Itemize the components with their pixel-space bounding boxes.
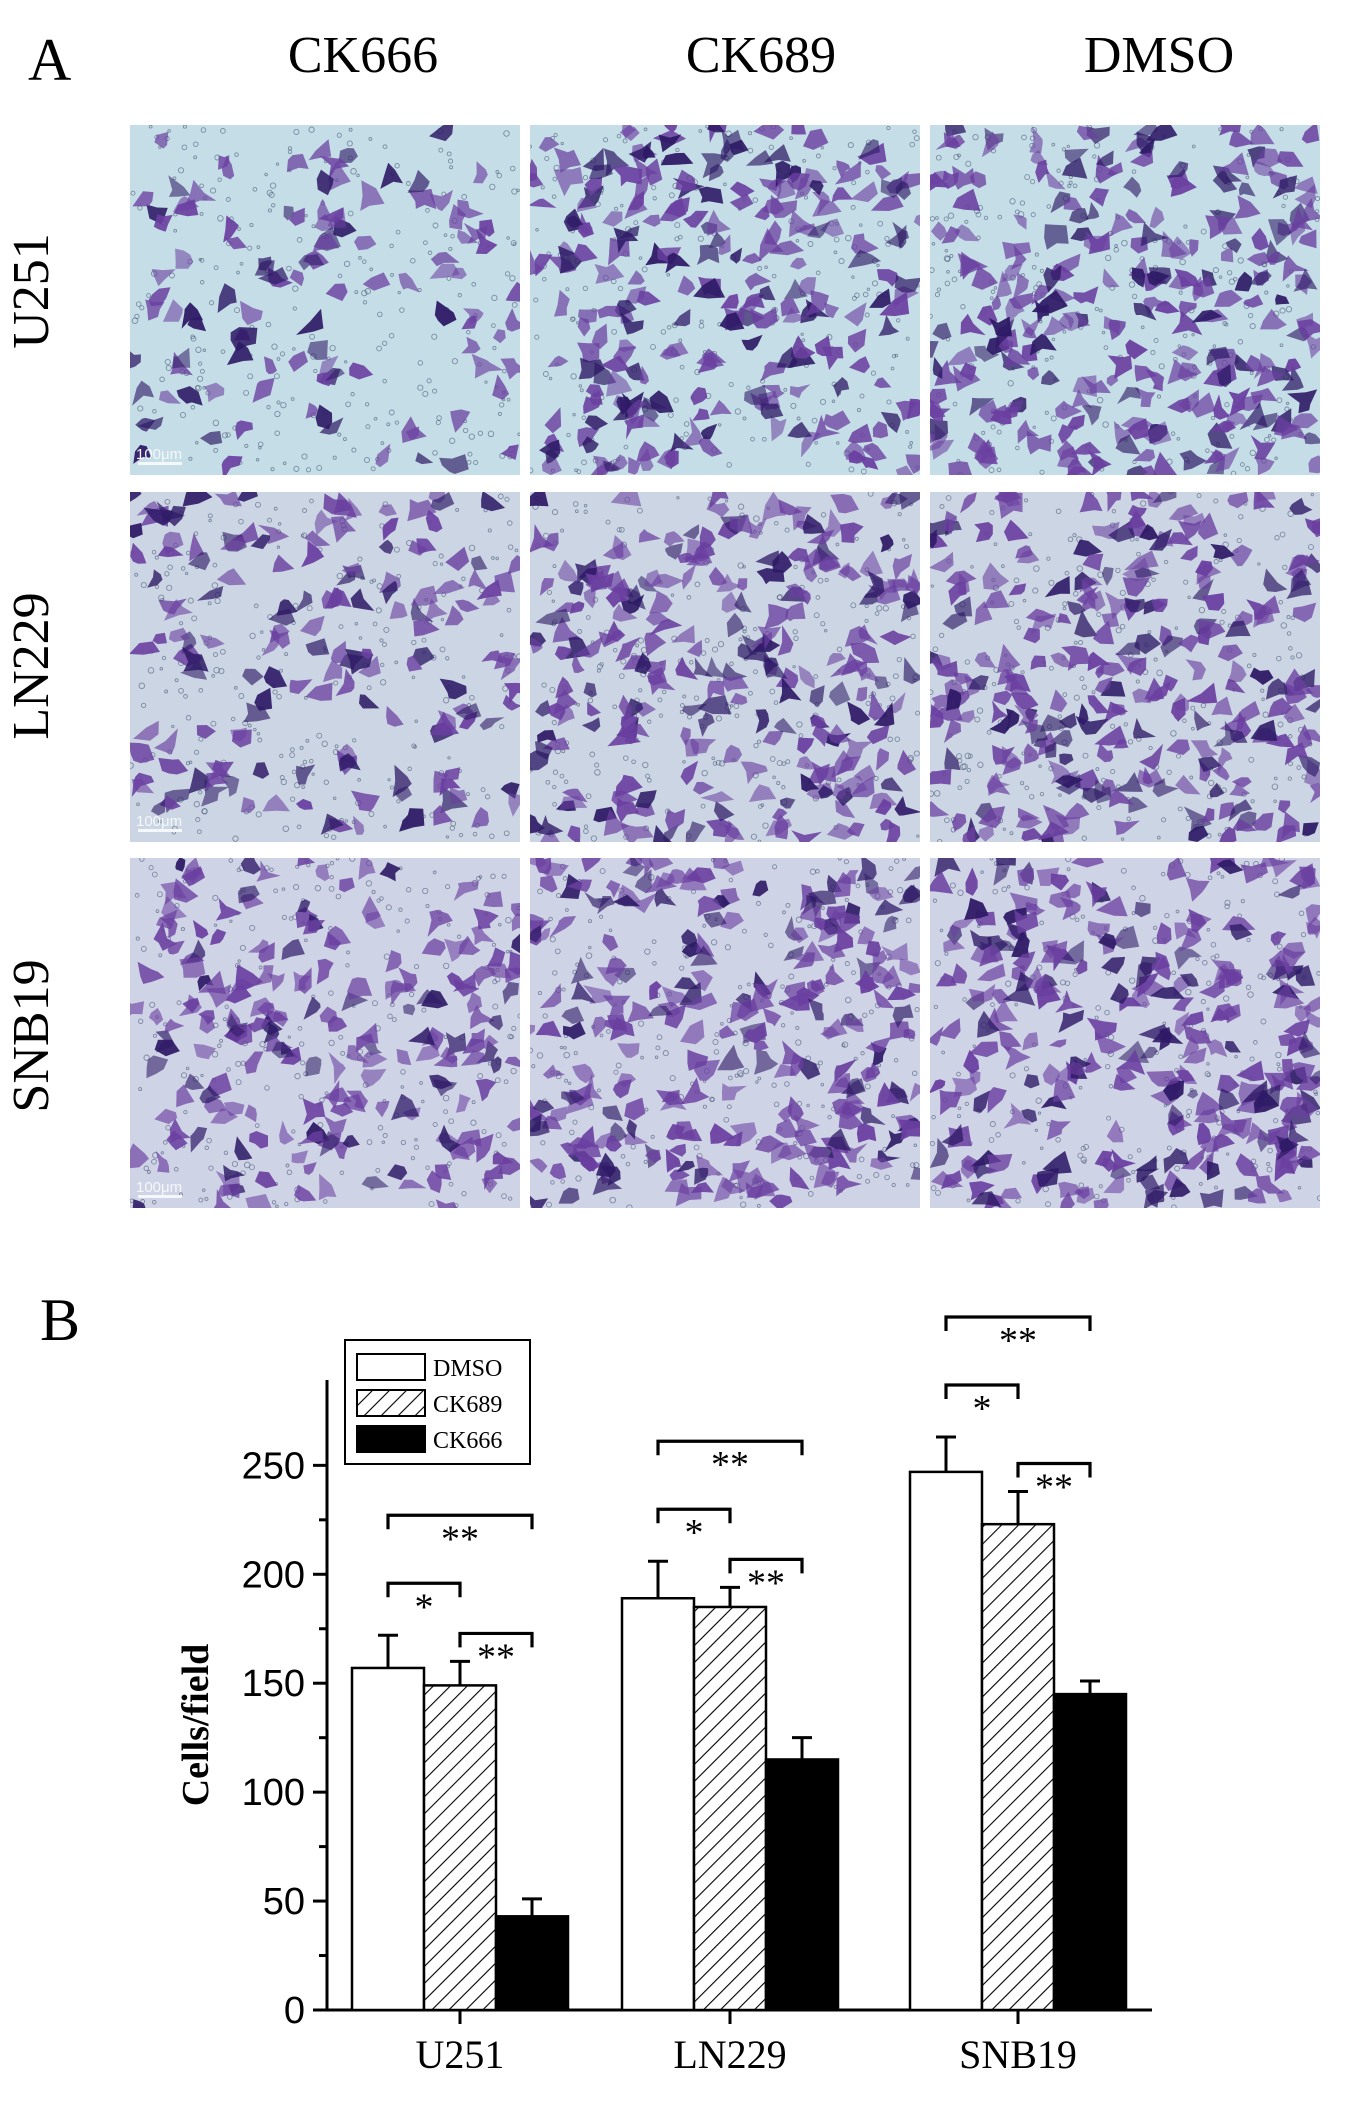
- bar: [350, 1666, 426, 2012]
- micrograph-image: [530, 125, 920, 475]
- significance-marker: **: [711, 1444, 749, 1486]
- micrograph-u251-dmso: [930, 125, 1320, 475]
- micrograph-snb19-dmso: [930, 858, 1320, 1208]
- bar: [620, 1597, 696, 2012]
- micrograph-image: [930, 492, 1320, 842]
- significance-marker: *: [685, 1512, 704, 1554]
- significance-marker: *: [415, 1586, 434, 1628]
- significance-marker: *: [973, 1388, 992, 1430]
- legend-label: DMSO: [433, 1356, 502, 1382]
- legend-label: CK666: [433, 1428, 502, 1454]
- significance-marker: **: [477, 1636, 515, 1678]
- bar: [1052, 1692, 1128, 2012]
- micrograph-snb19-ck689: [530, 858, 920, 1208]
- legend-swatch: [356, 1425, 426, 1453]
- y-tick-label: 250: [242, 1445, 305, 1487]
- significance-marker: **: [1035, 1467, 1073, 1509]
- micrograph-image: [130, 858, 520, 1208]
- row-header-ln229: LN229: [3, 592, 60, 740]
- y-axis-label: Cells/field: [175, 1644, 217, 1807]
- significance-marker: **: [999, 1320, 1037, 1362]
- bar: [764, 1758, 840, 2012]
- significance-bracket: [656, 1439, 804, 1456]
- micrograph-u251-ck689: [530, 125, 920, 475]
- bar: [494, 1915, 570, 2012]
- significance-marker: **: [441, 1518, 479, 1560]
- micrograph-image: [930, 858, 1320, 1208]
- micrograph-ln229-dmso: [930, 492, 1320, 842]
- micrograph-image: [930, 125, 1320, 475]
- legend-swatch: [356, 1389, 426, 1417]
- micrograph-ln229-ck666: 100μm: [130, 492, 520, 842]
- y-tick-label: 200: [242, 1554, 305, 1596]
- significance-bracket: [386, 1513, 534, 1530]
- x-tick-label: LN229: [673, 2032, 786, 2077]
- legend-swatch: [356, 1353, 426, 1381]
- significance-bracket: [944, 1383, 1020, 1400]
- micrograph-u251-ck666: 100μm: [130, 125, 520, 475]
- bar: [980, 1522, 1056, 2012]
- panel-a-letter: A: [28, 27, 72, 93]
- panel-b-letter: B: [40, 1287, 81, 1353]
- y-tick-label: 100: [242, 1772, 305, 1814]
- scale-bar: [138, 1195, 182, 1198]
- chart-legend: DMSO CK689 CK666: [344, 1339, 531, 1465]
- significance-bracket: [728, 1557, 804, 1574]
- micrograph-image: [530, 492, 920, 842]
- y-tick-label: 50: [263, 1881, 305, 1923]
- y-tick-label: 150: [242, 1663, 305, 1705]
- micrograph-image: [530, 858, 920, 1208]
- chart-bars: [350, 1435, 1128, 2012]
- scale-bar: [138, 829, 182, 832]
- significance-marker: **: [747, 1562, 785, 1604]
- micrograph-image: [130, 125, 520, 475]
- x-tick-label: SNB19: [959, 2032, 1077, 2077]
- bar: [908, 1470, 984, 2012]
- legend-label: CK689: [433, 1392, 502, 1418]
- significance-bracket: [1016, 1461, 1092, 1478]
- y-tick-label: 0: [284, 1990, 305, 2032]
- column-header-ck689: CK689: [685, 27, 837, 84]
- x-tick-label: U251: [416, 2032, 505, 2077]
- scale-bar-label: 100μm: [136, 813, 183, 830]
- scale-bar-label: 100μm: [136, 1179, 183, 1196]
- significance-bracket: [944, 1315, 1092, 1332]
- row-header-u251: U251: [3, 233, 60, 349]
- scale-bar-label: 100μm: [136, 446, 183, 463]
- micrograph-image: [130, 492, 520, 842]
- significance-brackets: ***************: [386, 1315, 1092, 1678]
- micrograph-ln229-ck689: [530, 492, 920, 842]
- bar-chart: 0 50 100 150 200 250 Cells/field U251 LN229 SNB19…: [175, 1315, 1152, 2077]
- bar: [692, 1605, 768, 2012]
- scale-bar: [138, 462, 182, 465]
- significance-bracket: [656, 1507, 732, 1524]
- column-header-ck666: CK666: [287, 27, 439, 84]
- column-header-dmso: DMSO: [1083, 27, 1235, 84]
- row-header-snb19: SNB19: [3, 959, 60, 1113]
- bar: [422, 1684, 498, 2012]
- significance-bracket: [458, 1631, 534, 1648]
- micrograph-snb19-ck666: 100μm: [130, 858, 520, 1208]
- significance-bracket: [386, 1581, 462, 1598]
